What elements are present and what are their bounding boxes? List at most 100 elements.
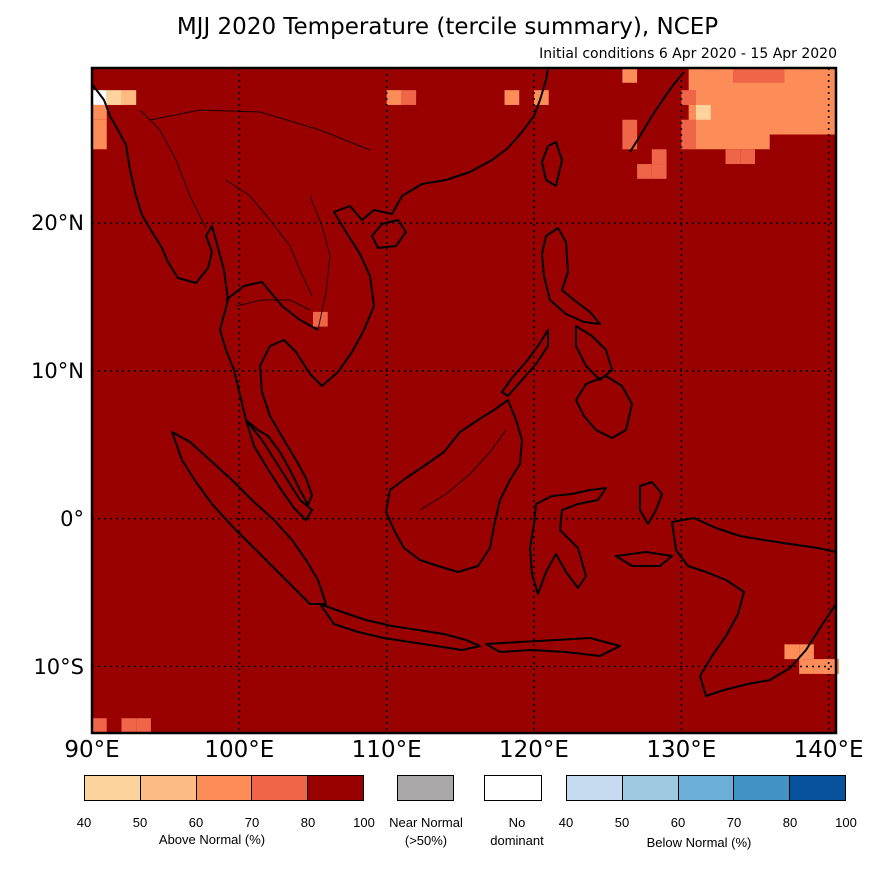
coastline-java: [319, 603, 481, 651]
gridlines-layer: [91, 68, 836, 733]
below-normal-segment: [567, 776, 622, 800]
coastline-sulawesi: [529, 487, 607, 595]
no-dominant-caption-line2: dominant: [490, 833, 544, 848]
longitude-label: 120°E: [499, 737, 569, 763]
anomaly-cell: [681, 134, 697, 150]
above-normal-tick: 100: [353, 815, 375, 830]
above-normal-tick: 40: [76, 815, 92, 830]
below-normal-segment: [677, 776, 734, 800]
near-normal-caption-line1: Near Normal: [389, 815, 463, 830]
below-normal-segment: [621, 776, 678, 800]
coastline-taiwan: [541, 141, 563, 187]
anomaly-cell: [121, 90, 137, 105]
border-borneo: [419, 429, 507, 511]
above-normal-tick: 80: [300, 815, 316, 830]
above-normal-tick: 70: [244, 815, 260, 830]
border-vietnam: [309, 195, 331, 331]
near-normal-swatch: [397, 775, 454, 801]
coastline-lesser-sunda: [485, 637, 621, 657]
coastline-palawan: [501, 329, 549, 397]
anomaly-cell: [121, 718, 137, 733]
coastline-seram: [615, 551, 673, 567]
longitude-label: 100°E: [204, 737, 275, 763]
anomaly-cell: [504, 90, 520, 105]
longitude-label: 110°E: [351, 737, 422, 763]
anomaly-cell: [651, 164, 667, 179]
anomaly-cell: [696, 104, 711, 120]
below-normal-tick: 60: [670, 815, 686, 830]
no-dominant-caption: No dominant: [490, 814, 543, 850]
below-normal-tick: 70: [726, 815, 742, 830]
anomaly-region-lighter: [732, 68, 785, 83]
coastline-sumatra: [171, 431, 327, 605]
above-normal-segment: [85, 776, 140, 800]
coastline-visayas: [575, 325, 613, 381]
coastline-gulf-thailand: [225, 281, 319, 331]
map-title: MJJ 2020 Temperature (tercile summary), …: [176, 14, 719, 40]
latitude-label: 10°S: [33, 654, 84, 679]
anomaly-cell: [92, 134, 107, 150]
latitude-label: 10°N: [31, 358, 84, 383]
anomaly-cell: [740, 149, 755, 165]
below-normal-tick: 100: [835, 815, 857, 830]
anomaly-cell: [92, 90, 107, 105]
anomaly-cell: [401, 90, 417, 105]
country-borders-layer: [139, 109, 507, 511]
longitude-label: 130°E: [646, 737, 717, 763]
map-background: [92, 68, 836, 733]
coastline-malay-peninsula: [245, 419, 313, 521]
anomaly-cell: [136, 718, 151, 733]
anomaly-cell: [799, 644, 814, 660]
anomaly-cell: [106, 90, 122, 105]
border-myanmar-thailand: [139, 109, 207, 229]
anomaly-cells-layer: [92, 68, 839, 733]
anomaly-cell: [725, 149, 741, 165]
above-normal-segment: [139, 776, 196, 800]
coastline-hainan: [371, 219, 407, 249]
coastline-layer: [91, 67, 837, 697]
map-frame: [90, 66, 838, 735]
anomaly-cell: [92, 718, 107, 733]
anomaly-cell: [386, 90, 402, 105]
anomaly-cell: [681, 119, 697, 135]
above-normal-tick: 50: [132, 815, 148, 830]
above-normal-caption: Above Normal (%): [158, 832, 266, 847]
below-normal-segment: [789, 776, 845, 800]
border-thailand-cambodia: [235, 299, 311, 311]
above-normal-tick: 60: [188, 815, 204, 830]
above-normal-segment: [307, 776, 363, 800]
map-subtitle: Initial conditions 6 Apr 2020 - 15 Apr 2…: [539, 46, 837, 62]
coastline-halmahera: [639, 481, 663, 525]
below-normal-tick: 80: [782, 815, 798, 830]
border-laos: [225, 179, 313, 297]
anomaly-cell: [92, 119, 107, 135]
coastline-mainland: [91, 67, 549, 506]
below-normal-tick: 50: [614, 815, 630, 830]
near-normal-caption-line2: (>50%): [404, 833, 448, 848]
coastline-mindanao: [575, 375, 633, 439]
below-normal-caption: Below Normal (%): [646, 835, 752, 850]
anomaly-cell: [92, 104, 107, 120]
latitude-label: 0°: [60, 506, 84, 531]
longitude-label: 90°E: [64, 737, 120, 763]
anomaly-cell: [784, 644, 800, 660]
anomaly-cell: [681, 90, 697, 105]
coastline-borneo: [385, 399, 523, 573]
anomaly-cell: [622, 68, 638, 83]
anomaly-cell: [622, 119, 638, 135]
forecast-map: [90, 66, 839, 735]
anomaly-cell: [637, 164, 652, 179]
near-normal-caption: Near Normal (>50%): [389, 814, 463, 850]
anomaly-cell: [651, 149, 667, 165]
anomaly-cell: [622, 134, 638, 150]
longitude-label: 140°E: [793, 737, 864, 763]
no-dominant-swatch: [484, 775, 542, 801]
border-china: [149, 109, 371, 151]
latitude-label: 20°N: [31, 211, 84, 236]
below-normal-segment: [733, 776, 790, 800]
above-normal-segment: [251, 776, 308, 800]
below-normal-colorbar: [566, 775, 846, 801]
above-normal-colorbar: [84, 775, 364, 801]
coastline-ryukyu: [629, 71, 685, 153]
coastline-luzon: [541, 227, 601, 325]
